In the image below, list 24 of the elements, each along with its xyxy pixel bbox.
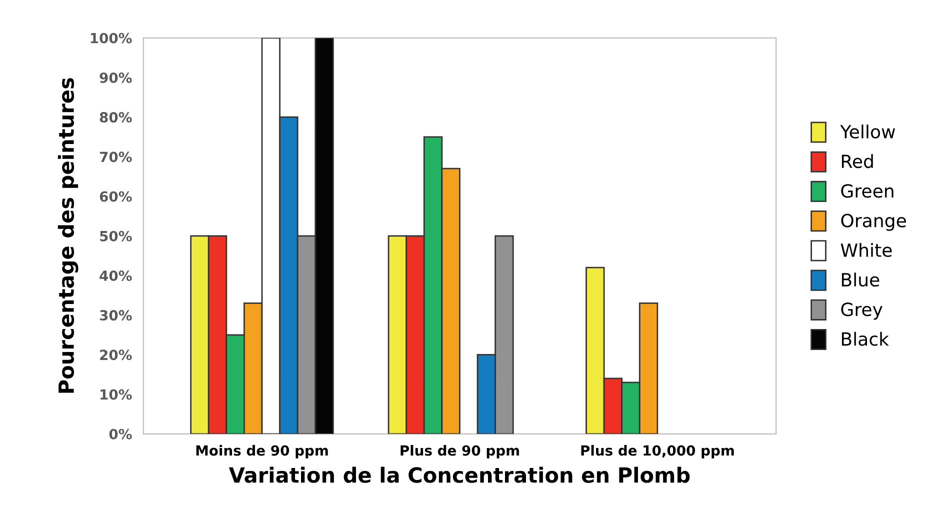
- y-tick-label: 60%: [100, 191, 132, 202]
- y-tick-label: 20%: [100, 350, 132, 360]
- y-tick-label: 50%: [100, 230, 132, 242]
- y-tick-label: 30%: [100, 310, 132, 321]
- x-tick-label: Plus de 90 ppm: [400, 444, 519, 458]
- legend-label: Yellow: [840, 124, 896, 139]
- legend-label: Red: [842, 154, 873, 168]
- legend-label: Black: [842, 332, 889, 346]
- y-tick-label: 0%: [109, 428, 132, 440]
- y-tick-label: 40%: [100, 270, 132, 281]
- legend-label: White: [840, 243, 892, 257]
- y-tick-label: 70%: [100, 152, 132, 162]
- y-axis-title: Pourcentage des peintures: [58, 78, 78, 393]
- y-tick-label: 80%: [100, 112, 132, 123]
- legend-label: Blue: [842, 272, 880, 287]
- x-axis-title: Variation de la Concentration en Plomb: [228, 466, 690, 483]
- y-tick-label: 10%: [100, 389, 132, 400]
- legend-label: Green: [841, 184, 894, 198]
- x-tick-label: Moins de 90 ppm: [196, 444, 328, 458]
- legend-label: Grey: [841, 302, 882, 320]
- y-tick-label: 90%: [100, 72, 132, 83]
- legend-label: Orange: [841, 214, 906, 231]
- y-tick-label: 100%: [90, 32, 132, 44]
- x-tick-label: Plus de 10,000 ppm: [581, 444, 734, 458]
